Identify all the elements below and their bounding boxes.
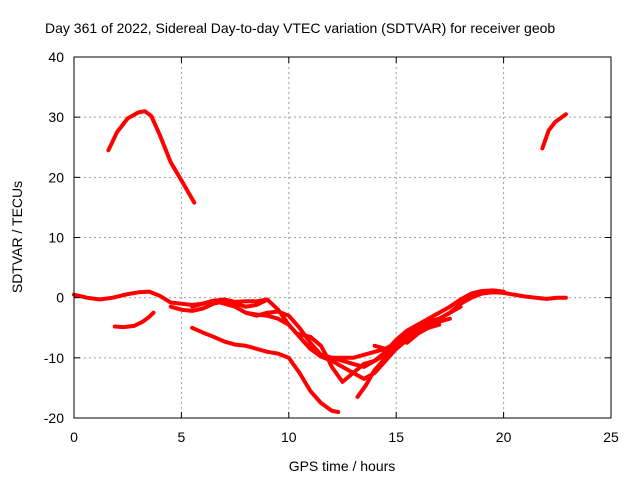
y-tick-label: -20 <box>44 410 64 426</box>
x-tick-label: 15 <box>388 429 404 445</box>
y-axis-label: SDTVAR / TECUs <box>9 181 25 293</box>
x-tick-label: 0 <box>70 429 78 445</box>
tick-labels: 0 5 10 15 20 25 -20 -10 0 10 20 30 40 <box>44 49 619 445</box>
y-tick-label: 10 <box>48 230 64 246</box>
series-line-arc-2 <box>540 112 568 151</box>
y-tick-label: 0 <box>56 290 64 306</box>
y-tick-label: 40 <box>48 49 64 65</box>
series-line-arc-8 <box>190 325 341 414</box>
x-tick-label: 10 <box>281 429 297 445</box>
series-line-arc-10 <box>355 288 506 399</box>
ticks <box>73 56 612 419</box>
y-tick-label: -10 <box>44 350 64 366</box>
series-line-arc-7 <box>112 310 156 330</box>
series-line-arc-1 <box>106 109 197 205</box>
chart-title: Day 361 of 2022, Sidereal Day-to-day VTE… <box>45 20 555 36</box>
series-line-arc-12 <box>404 304 463 345</box>
x-axis-label: GPS time / hours <box>289 458 396 474</box>
grid <box>74 57 611 418</box>
x-tick-label: 5 <box>178 429 186 445</box>
series-line-arc-11 <box>372 322 442 351</box>
x-tick-label: 25 <box>603 429 619 445</box>
y-tick-label: 20 <box>48 169 64 185</box>
series-line-arc-6 <box>243 310 442 381</box>
series-group <box>72 109 568 414</box>
y-tick-label: 30 <box>48 109 64 125</box>
x-tick-label: 20 <box>496 429 512 445</box>
